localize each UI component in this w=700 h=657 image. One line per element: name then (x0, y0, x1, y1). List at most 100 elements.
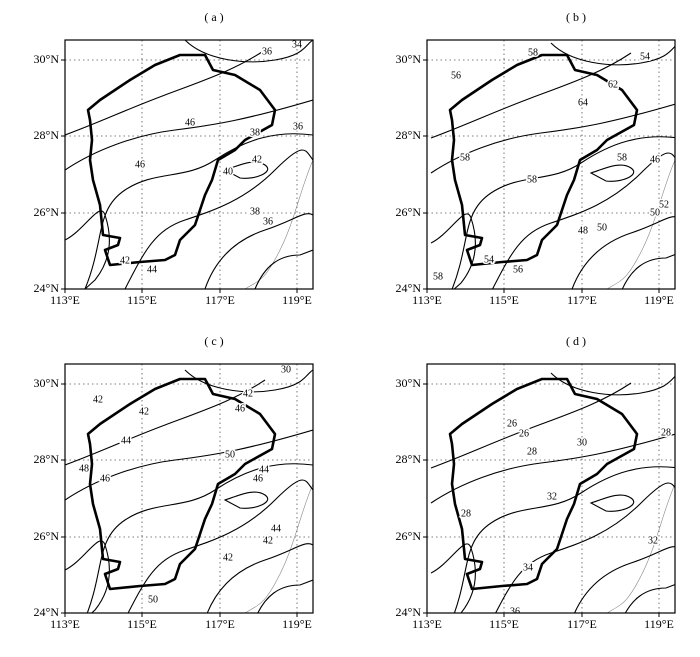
contour-label: 30 (577, 437, 587, 448)
contour-label: 56 (451, 70, 461, 81)
contour-label: 28 (527, 446, 537, 457)
x-tick-label: 113°E (412, 293, 442, 307)
contour-label: 42 (139, 406, 149, 417)
contour-label: 36 (293, 121, 303, 132)
contour-label: 56 (513, 264, 523, 275)
contour-label: 42 (223, 552, 233, 563)
panel-label: ( c ) (204, 334, 223, 348)
contour-label: 58 (460, 152, 470, 163)
contour-label: 44 (121, 435, 131, 446)
contour-label: 46 (235, 403, 245, 414)
y-tick-label: 26°N (396, 529, 422, 543)
province-boundary (86, 377, 277, 591)
x-tick-label: 117°E (567, 293, 597, 307)
y-tick-label: 30°N (34, 376, 60, 390)
contour-label: 46 (185, 117, 195, 128)
y-tick-label: 26°N (34, 205, 60, 219)
x-tick-label: 115°E (127, 617, 157, 631)
contour-label: 58 (617, 152, 627, 163)
contour-label: 42 (93, 394, 103, 405)
contour-label: 42 (252, 154, 262, 165)
contour-label: 36 (263, 216, 273, 227)
contour-label: 32 (547, 491, 557, 502)
contour-label: 48 (79, 463, 89, 474)
contour-label: 36 (262, 46, 272, 57)
contour-label: 42 (243, 388, 253, 399)
contour-label: 58 (433, 271, 443, 282)
contour-label: 36 (510, 606, 520, 617)
contour-label: 48 (578, 225, 588, 236)
x-tick-label: 119°E (644, 617, 674, 631)
contour-label: 58 (528, 47, 538, 58)
contour-label: 46 (100, 473, 110, 484)
contour-label: 44 (271, 523, 281, 534)
coastline (606, 159, 675, 289)
contour-label: 34 (292, 39, 302, 50)
panel-label: ( d ) (566, 334, 586, 348)
x-tick-label: 115°E (127, 293, 157, 307)
x-tick-label: 115°E (489, 617, 519, 631)
contour-label: 64 (578, 97, 588, 108)
y-tick-label: 26°N (396, 205, 422, 219)
map-frame (64, 363, 314, 614)
contour-label: 40 (223, 166, 233, 177)
contour-label: 52 (659, 199, 669, 210)
contour-label: 46 (253, 473, 263, 484)
contour-label: 38 (250, 127, 260, 138)
contour-lines (65, 40, 313, 289)
y-tick-label: 28°N (396, 128, 422, 142)
x-tick-label: 119°E (282, 617, 312, 631)
contour-label: 26 (519, 428, 529, 439)
y-tick-label: 24°N (34, 605, 60, 619)
contour-label: 58 (527, 174, 537, 185)
contour-label: 34 (523, 562, 533, 573)
contour-label: 44 (147, 264, 157, 275)
contour-label: 26 (507, 418, 517, 429)
map-frame (426, 39, 676, 290)
y-tick-label: 24°N (34, 281, 60, 295)
y-tick-label: 30°N (34, 52, 60, 66)
map-panel: ( c )424242463044485044464644424250113°E… (34, 334, 314, 631)
contour-label: 30 (281, 364, 291, 375)
y-tick-label: 28°N (34, 128, 60, 142)
y-tick-label: 28°N (396, 452, 422, 466)
contour-label: 42 (120, 255, 130, 266)
contour-label: 62 (608, 79, 618, 90)
contour-label: 44 (259, 464, 269, 475)
x-tick-label: 119°E (282, 293, 312, 307)
contour-label: 50 (148, 594, 158, 605)
coastline (606, 483, 675, 613)
y-tick-label: 26°N (34, 529, 60, 543)
coastline (244, 483, 313, 613)
map-frame (64, 39, 314, 290)
province-boundary (448, 377, 639, 591)
x-tick-label: 117°E (205, 617, 235, 631)
panel-label: ( a ) (204, 10, 223, 24)
contour-label: 28 (461, 508, 471, 519)
contour-label: 32 (648, 535, 658, 546)
x-tick-label: 117°E (567, 617, 597, 631)
x-tick-label: 117°E (205, 293, 235, 307)
contour-label: 38 (250, 206, 260, 217)
contour-label: 46 (650, 154, 660, 165)
y-tick-label: 30°N (396, 376, 422, 390)
panel-label: ( b ) (566, 10, 586, 24)
contour-label: 54 (640, 51, 650, 62)
contour-label: 54 (484, 254, 494, 265)
contour-label: 50 (597, 222, 607, 233)
y-tick-label: 28°N (34, 452, 60, 466)
x-tick-label: 113°E (50, 293, 80, 307)
x-tick-label: 119°E (644, 293, 674, 307)
map-frame (426, 363, 676, 614)
x-tick-label: 113°E (50, 617, 80, 631)
contour-label: 28 (661, 427, 671, 438)
province-boundary (86, 53, 277, 267)
